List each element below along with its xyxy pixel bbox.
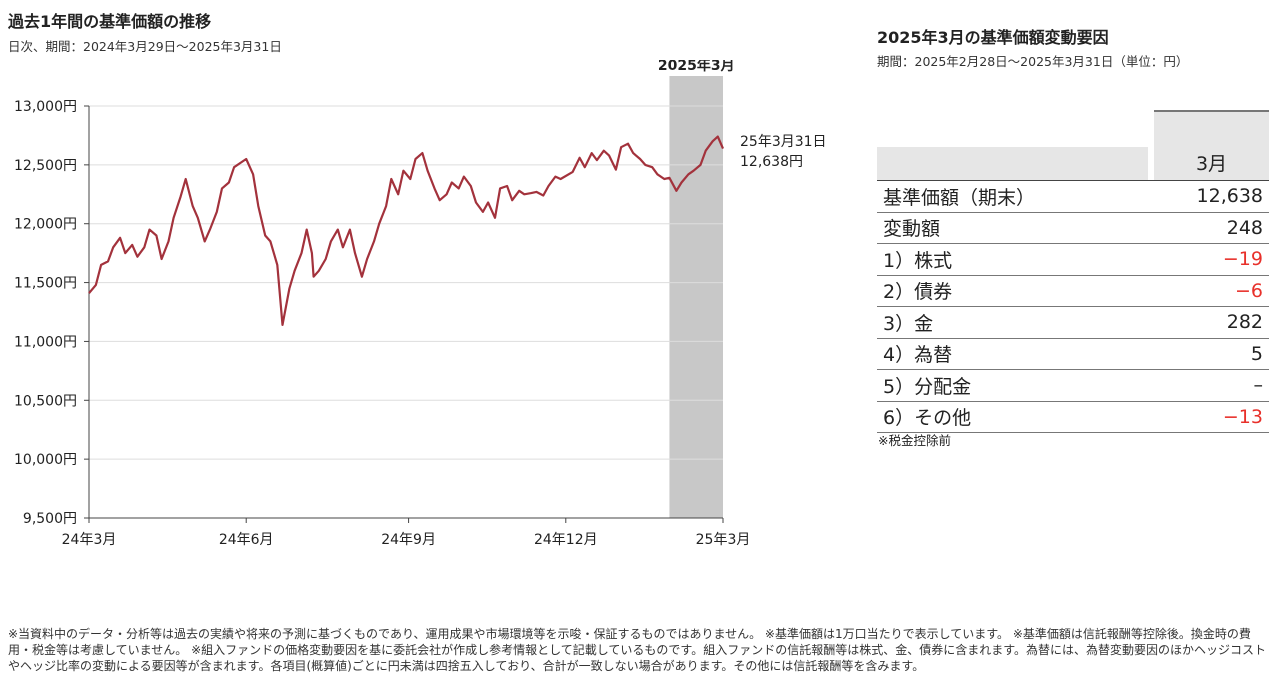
factor-label: 3）金 xyxy=(877,306,1154,339)
tax-note: ※税金控除前 xyxy=(878,433,951,448)
y-tick-label: 12,000円 xyxy=(14,217,77,233)
series-line xyxy=(88,135,725,326)
factor-label: 基準価額（期末） xyxy=(877,180,1154,213)
table-header-month: 3月 xyxy=(1154,106,1269,181)
factor-row: 5）分配金 – xyxy=(877,369,1269,402)
y-tick-label: 11,000円 xyxy=(14,334,77,350)
y-tick-label: 13,000円 xyxy=(14,99,77,115)
factor-value: 248 xyxy=(1154,212,1269,244)
highlight-band xyxy=(669,76,723,518)
x-tick-label: 24年12月 xyxy=(534,532,598,548)
table-header-blank xyxy=(877,106,1154,181)
chart-title: 過去1年間の基準価額の推移 xyxy=(8,12,212,31)
factor-value: 12,638 xyxy=(1154,180,1269,213)
table-header-row: 3月 xyxy=(877,106,1269,181)
chart-subtitle: 日次、期間：2024年3月29日～2025年3月31日 xyxy=(8,39,282,54)
end-annotation-value: 12,638円 xyxy=(740,154,803,170)
factor-value: −13 xyxy=(1154,401,1269,433)
factor-label: 6）その他 xyxy=(877,401,1154,433)
factor-value: 282 xyxy=(1154,306,1269,339)
y-tick-label: 10,500円 xyxy=(14,393,77,409)
disclaimer-footer: ※当資料中のデータ・分析等は過去の実績や将来の予測に基づくものであり、運用成果や… xyxy=(8,627,1267,673)
factor-value: −19 xyxy=(1154,243,1269,276)
factor-label: 1）株式 xyxy=(877,243,1154,276)
factor-row: 4）為替 5 xyxy=(877,338,1269,370)
end-annotation-date: 25年3月31日 xyxy=(740,134,827,150)
factor-label: 変動額 xyxy=(877,212,1154,244)
factor-row: 基準価額（期末） 12,638 xyxy=(877,180,1269,213)
factor-subtitle: 期間：2025年2月28日～2025年3月31日（単位：円） xyxy=(877,54,1189,69)
factor-value: 5 xyxy=(1154,338,1269,370)
highlight-band-label: 2025年3月 xyxy=(658,60,735,74)
y-tick-label: 12,500円 xyxy=(14,158,77,174)
x-tick-label: 24年6月 xyxy=(219,532,274,548)
factor-row: 2）債券 −6 xyxy=(877,275,1269,307)
factor-row: 3）金 282 xyxy=(877,306,1269,339)
factor-row: 変動額 248 xyxy=(877,212,1269,244)
x-tick-label: 24年9月 xyxy=(381,532,436,548)
y-tick-label: 9,500円 xyxy=(23,511,77,527)
factor-label: 2）債券 xyxy=(877,275,1154,307)
y-tick-label: 10,000円 xyxy=(14,452,77,468)
factor-table: 3月 基準価額（期末） 12,638 変動額 248 1）株式 −19 2）債券 −6 3）金 28… xyxy=(877,106,1269,433)
factor-value: −6 xyxy=(1154,275,1269,307)
x-tick-label: 24年3月 xyxy=(62,532,117,548)
factor-row: 6）その他 −13 xyxy=(877,401,1269,433)
x-tick-label: 25年3月 xyxy=(696,532,751,548)
factor-label: 5）分配金 xyxy=(877,369,1154,402)
factor-value: – xyxy=(1154,369,1269,402)
y-tick-label: 11,500円 xyxy=(14,276,77,292)
factor-title: 2025年3月の基準価額変動要因 xyxy=(877,28,1109,47)
factor-label: 4）為替 xyxy=(877,338,1154,370)
price-chart: 2025年3月 9,500円 10,000円 10,500円 11,000円 11,500… xyxy=(14,60,827,548)
factor-row: 1）株式 −19 xyxy=(877,243,1269,276)
